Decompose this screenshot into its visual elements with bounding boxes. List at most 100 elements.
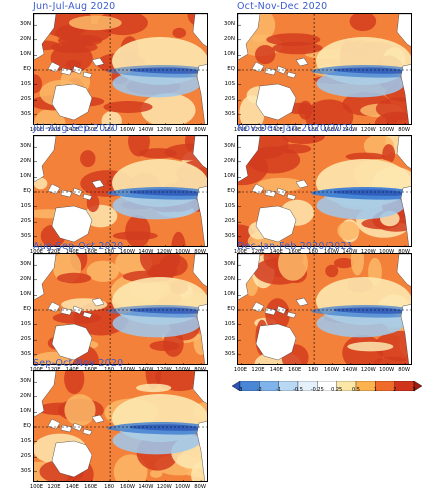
lat-tick-label: 30S bbox=[20, 350, 32, 357]
colorbar-bin bbox=[394, 380, 415, 392]
lat-tick-label: 20N bbox=[19, 392, 31, 399]
lat-tick-label: 10N bbox=[19, 408, 31, 415]
lon-tick-label: 140E bbox=[65, 484, 79, 490]
sst-map-plot bbox=[34, 136, 207, 246]
lat-tick-label: 20N bbox=[19, 275, 31, 282]
panel-title: Oct-Nov-Dec 2020 bbox=[237, 1, 328, 12]
lon-tick-label: 120W bbox=[156, 249, 172, 255]
lon-tick-label: 160E bbox=[288, 367, 302, 373]
sst-panel: Jun-Jul-Aug 2020 30N 20N 10N EQ 10S 20S 30S 100E… bbox=[20, 1, 208, 133]
lat-tick-label: 20N bbox=[223, 157, 235, 164]
lon-tick-label: 100E bbox=[29, 127, 44, 133]
sst-map bbox=[33, 253, 208, 365]
lat-tick-label: 20N bbox=[19, 157, 31, 164]
colorbar-tick-label: -1 bbox=[276, 387, 282, 393]
sst-map-plot bbox=[238, 14, 411, 124]
panel-title: Sep-Oct-Nov 2020 bbox=[33, 358, 124, 369]
lon-tick-label: 80W bbox=[398, 249, 410, 255]
panel-title: Jul-Aug-Sep 2020 bbox=[33, 123, 118, 134]
lon-tick-label: 140E bbox=[269, 367, 283, 373]
lon-tick-label: 180 bbox=[104, 127, 115, 133]
lat-tick-label: EQ bbox=[227, 188, 235, 194]
lon-tick-label: 180 bbox=[308, 249, 319, 255]
lon-tick-label: 80W bbox=[194, 127, 206, 133]
lon-tick-label: 160E bbox=[288, 127, 302, 133]
sst-panel: Sep-Oct-Nov 2020 30N 20N 10N EQ 10S 20S 30S 100E… bbox=[20, 358, 208, 490]
sst-map bbox=[237, 13, 412, 125]
lon-tick-label: 120E bbox=[47, 484, 61, 490]
sst-panel: Dec-Jan-Feb 2020/2021 30N 20N 10N EQ 10S 20S 30… bbox=[224, 241, 412, 373]
lon-tick-label: 80W bbox=[194, 249, 206, 255]
colorbar-tick-label: -2 bbox=[256, 387, 262, 393]
colorbar-tick-label: 0.25 bbox=[331, 387, 343, 393]
lat-tick-label: EQ bbox=[23, 66, 31, 72]
colorbar bbox=[231, 376, 423, 392]
lon-tick-label: 100W bbox=[175, 127, 191, 133]
lon-tick-label: 140E bbox=[65, 127, 79, 133]
panel-title: Jun-Jul-Aug 2020 bbox=[33, 1, 116, 12]
lat-tick-label: 20N bbox=[19, 35, 31, 42]
lon-tick-label: 120E bbox=[47, 249, 61, 255]
sst-map bbox=[237, 253, 412, 365]
lat-tick-label: EQ bbox=[227, 306, 235, 312]
colorbar-tick-label: -3 bbox=[237, 387, 243, 393]
lon-tick-label: 140W bbox=[138, 127, 154, 133]
lat-tick-label: 10N bbox=[19, 173, 31, 180]
sst-panel: Oct-Nov-Dec 2020 30N 20N 10N EQ 10S 20S 30S 100E… bbox=[224, 1, 412, 133]
lat-tick-label: EQ bbox=[23, 188, 31, 194]
lat-tick-label: 10S bbox=[20, 202, 32, 209]
lat-tick-label: 10S bbox=[20, 80, 32, 87]
lon-tick-label: 120E bbox=[251, 127, 265, 133]
sst-map bbox=[237, 135, 412, 247]
lat-tick-label: 30N bbox=[223, 261, 235, 268]
sst-map bbox=[33, 135, 208, 247]
lon-tick-label: 160E bbox=[288, 249, 302, 255]
colorbar-tick-label: -0.5 bbox=[293, 387, 303, 393]
lat-tick-label: 30N bbox=[223, 21, 235, 28]
sst-map-plot bbox=[34, 371, 207, 481]
lon-tick-label: 180 bbox=[308, 127, 319, 133]
lat-tick-label: 20N bbox=[223, 35, 235, 42]
lat-tick-label: 10N bbox=[223, 291, 235, 298]
lon-tick-label: 100W bbox=[379, 367, 395, 373]
lat-tick-label: 20S bbox=[20, 96, 32, 103]
lon-tick-label: 120W bbox=[360, 127, 376, 133]
lon-tick-label: 160E bbox=[84, 484, 98, 490]
sst-map bbox=[33, 13, 208, 125]
lat-tick-label: 20N bbox=[223, 275, 235, 282]
lon-tick-label: 140E bbox=[269, 127, 283, 133]
lon-tick-label: 120E bbox=[47, 127, 61, 133]
lon-tick-label: 100W bbox=[175, 249, 191, 255]
lat-tick-label: 10S bbox=[224, 202, 236, 209]
lat-tick-label: EQ bbox=[227, 66, 235, 72]
lon-tick-label: 160W bbox=[119, 127, 136, 133]
lat-tick-label: 30S bbox=[224, 110, 236, 117]
lon-tick-label: 80W bbox=[398, 367, 410, 373]
lon-tick-label: 140W bbox=[342, 127, 358, 133]
lat-tick-label: 10S bbox=[20, 437, 32, 444]
lon-tick-label: 100W bbox=[379, 249, 395, 255]
panel-title: Nov-Dec-Jan 2020/2021 bbox=[237, 123, 355, 134]
lat-tick-label: 10S bbox=[224, 80, 236, 87]
lat-tick-label: 30N bbox=[19, 378, 31, 385]
lon-tick-label: 160E bbox=[84, 127, 98, 133]
lon-tick-label: 140E bbox=[269, 249, 283, 255]
lat-tick-label: 10N bbox=[223, 173, 235, 180]
lon-tick-label: 80W bbox=[398, 127, 410, 133]
lat-tick-label: 30S bbox=[224, 350, 236, 357]
sst-panel: Aug-Sep-Oct 2020 30N 20N 10N EQ 10S 20S 30S 100E… bbox=[20, 241, 208, 373]
lon-tick-label: 140W bbox=[138, 249, 154, 255]
sst-map-plot bbox=[238, 254, 411, 364]
lon-tick-label: 120W bbox=[360, 367, 376, 373]
lon-tick-label: 160W bbox=[119, 484, 136, 490]
lat-tick-label: 20S bbox=[224, 336, 236, 343]
lon-tick-label: 140W bbox=[342, 249, 358, 255]
sst-map-plot bbox=[238, 136, 411, 246]
lon-tick-label: 140W bbox=[342, 367, 358, 373]
lon-tick-label: 120W bbox=[156, 127, 172, 133]
colorbar-bin bbox=[375, 380, 395, 392]
lon-tick-label: 140E bbox=[65, 249, 79, 255]
lon-tick-label: 180 bbox=[104, 484, 115, 490]
lat-tick-label: 10S bbox=[20, 320, 32, 327]
lat-tick-label: 20S bbox=[20, 218, 32, 225]
